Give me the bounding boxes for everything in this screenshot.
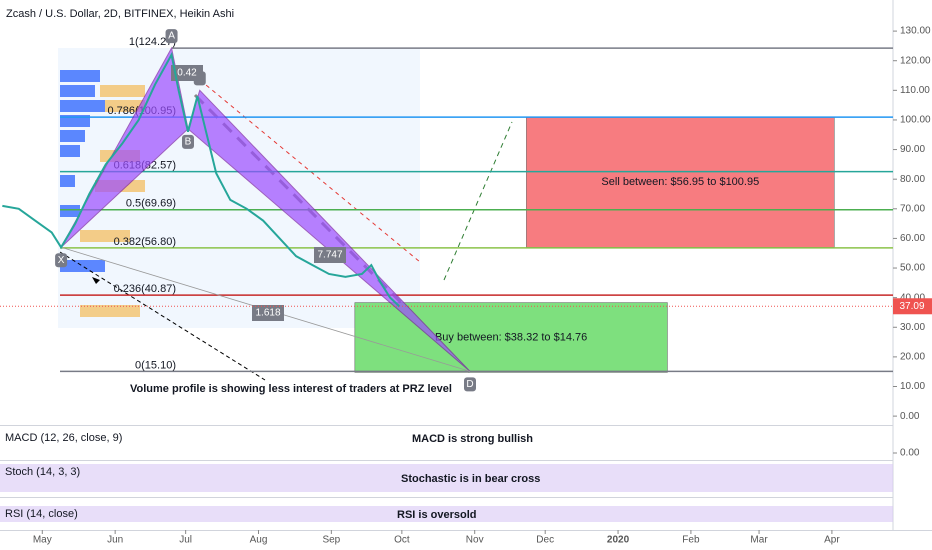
pattern-point-label: X (58, 255, 65, 266)
x-tick-label: Aug (250, 535, 268, 546)
x-tick-label: Jul (179, 535, 192, 546)
y-tick-label: 90.00 (900, 144, 925, 155)
x-tick-label: 2020 (607, 535, 630, 546)
x-tick-label: May (33, 535, 52, 546)
y-tick-label: 30.00 (900, 322, 925, 333)
arrow (59, 251, 266, 381)
rsi-band (0, 506, 893, 522)
fib-label: 0.5(69.69) (126, 198, 176, 210)
pane-separator (0, 460, 893, 461)
ratio-label: 0.42 (177, 68, 197, 79)
fib-label: 0(15.10) (135, 359, 176, 371)
macd-tick-label: 0.00 (900, 448, 920, 459)
pane-separator (0, 425, 893, 426)
y-tick-label: 70.00 (900, 203, 925, 214)
pattern-point-box (182, 134, 194, 149)
x-tick-label: Oct (394, 535, 410, 546)
annotation: MACD is strong bullish (412, 433, 533, 445)
chart-title: Zcash / U.S. Dollar, 2D, BITFINEX, Heiki… (6, 8, 234, 20)
y-tick-label: 80.00 (900, 174, 925, 185)
pattern-point-label: A (168, 31, 175, 42)
pattern-point-label: B (185, 136, 192, 147)
pattern-xab (60, 46, 189, 248)
x-tick-label: Dec (536, 535, 554, 546)
stoch-band (0, 464, 893, 492)
pattern-point-label: D (466, 379, 473, 390)
x-tick-label: Mar (750, 535, 768, 546)
y-tick-label: 60.00 (900, 233, 925, 244)
arrow (443, 121, 513, 281)
arrow-head (92, 277, 100, 284)
x-tick-label: Apr (824, 535, 840, 546)
y-tick-label: 50.00 (900, 263, 925, 274)
indicator-label: Stoch (14, 3, 3) (5, 466, 80, 478)
fib-label: 1(124.27) (129, 36, 176, 48)
zone-label: Buy between: $38.32 to $14.76 (435, 331, 587, 343)
fib-label: 0.236(40.87) (114, 283, 176, 295)
y-tick-label: 120.00 (900, 55, 931, 66)
annotation: Stochastic is in bear cross (401, 473, 540, 485)
annotation: RSI is oversold (397, 509, 476, 521)
ratio-box (252, 305, 284, 321)
fib-label: 0.382(56.80) (114, 236, 176, 248)
y-tick-label: 20.00 (900, 352, 925, 363)
ratio-box (314, 247, 346, 263)
annotation: Volume profile is showing less interest … (130, 383, 452, 395)
pane-separator (0, 497, 893, 498)
last-price-box (893, 298, 932, 315)
pattern-point-box (464, 377, 476, 392)
zone-label: Sell between: $56.95 to $100.95 (601, 176, 759, 188)
pattern-point-box (165, 29, 178, 44)
zone (526, 116, 835, 248)
y-tick-label: 10.00 (900, 381, 925, 392)
volume-profile (60, 70, 105, 272)
y-tick-label: 0.00 (900, 411, 920, 422)
y-tick-label: 110.00 (900, 85, 930, 96)
y-tick-label: 40.00 (900, 292, 925, 303)
x-tick-label: Sep (322, 535, 340, 546)
y-tick-label: 100.00 (900, 115, 931, 126)
pattern-point-box (55, 253, 68, 268)
ratio-label: 7.747 (317, 250, 342, 261)
ratio-box (171, 65, 203, 81)
x-tick-label: Nov (466, 535, 484, 546)
y-tick-label: 130.00 (900, 26, 931, 37)
price-line (2, 51, 401, 308)
last-price-label: 37.09 (899, 301, 924, 312)
indicator-label: MACD (12, 26, close, 9) (5, 432, 122, 444)
pane-separator (0, 530, 932, 531)
indicator-label: RSI (14, close) (5, 508, 78, 520)
x-tick-label: Jun (107, 535, 123, 546)
x-tick-label: Feb (682, 535, 700, 546)
ratio-label: 1.618 (255, 308, 280, 319)
